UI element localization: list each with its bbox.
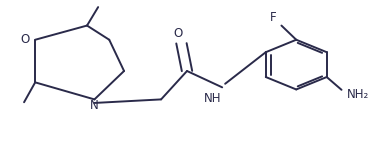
Text: NH₂: NH₂ <box>347 88 369 101</box>
Text: N: N <box>90 99 99 112</box>
Text: O: O <box>174 27 183 40</box>
Text: O: O <box>20 33 29 46</box>
Text: NH: NH <box>204 92 222 105</box>
Text: F: F <box>270 11 277 24</box>
